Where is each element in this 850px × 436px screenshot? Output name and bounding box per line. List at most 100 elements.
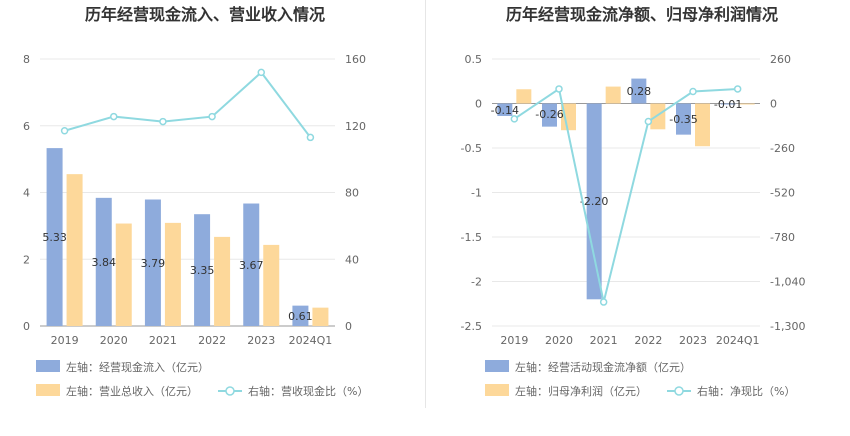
bar xyxy=(695,103,710,147)
panel-divider xyxy=(425,0,426,408)
legend-line-marker xyxy=(674,386,684,396)
bar xyxy=(676,103,691,135)
bar xyxy=(739,103,755,105)
chart-title: 历年经营现金流入、营业收入情况 xyxy=(85,5,325,24)
left-axis-tick: -2 xyxy=(471,276,482,289)
left-axis-tick: 0 xyxy=(23,320,30,333)
legend-label: 右轴：净现比（%） xyxy=(697,384,795,398)
line-point xyxy=(555,85,563,93)
line-series xyxy=(513,87,738,303)
bar xyxy=(542,103,557,127)
x-axis-tick: 2023 xyxy=(247,334,275,347)
data-label: 0.28 xyxy=(627,85,652,98)
bar xyxy=(516,89,532,104)
data-label: 3.35 xyxy=(190,264,215,277)
right-axis-tick: 0 xyxy=(770,98,777,111)
line-series xyxy=(64,70,312,139)
chart-panel-right: 历年经营现金流净额、归母净利润情况 -2.5 -2 -1.5 -1 -0.5 0 0.5 -1,… xyxy=(425,0,850,436)
x-axis-tick: 2020 xyxy=(545,334,573,347)
data-label: -0.35 xyxy=(669,113,697,126)
chart-title: 历年经营现金流净额、归母净利润情况 xyxy=(506,5,778,24)
line-point xyxy=(257,68,265,77)
legend-swatch xyxy=(485,384,509,396)
bar xyxy=(115,223,132,326)
data-label: -2.20 xyxy=(580,195,608,208)
x-axis-tick: 2019 xyxy=(51,334,79,347)
x-axis-tick: 2020 xyxy=(100,334,128,347)
right-axis-tick: -520 xyxy=(770,187,795,200)
data-label: 0.61 xyxy=(288,310,313,323)
right-axis-tick: 40 xyxy=(345,253,359,266)
x-axis-tick: 2021 xyxy=(590,334,618,347)
left-axis-tick: -1.5 xyxy=(461,231,482,244)
line-point xyxy=(599,298,608,306)
bar xyxy=(312,307,329,326)
data-label: 5.33 xyxy=(42,231,67,244)
bar xyxy=(561,103,576,131)
data-label: -0.26 xyxy=(535,108,563,121)
line-point xyxy=(510,115,519,123)
right-axis-tick: -1,040 xyxy=(770,276,805,289)
line-point xyxy=(733,85,742,93)
line-point xyxy=(159,117,167,126)
right-axis-tick: 120 xyxy=(345,120,366,133)
x-axis-tick: 2019 xyxy=(500,334,528,347)
line-point xyxy=(208,112,216,121)
line-point xyxy=(60,127,69,135)
data-label: 3.79 xyxy=(141,257,166,270)
bar xyxy=(720,103,736,105)
chart-right-svg: 历年经营现金流净额、归母净利润情况 -2.5 -2 -1.5 -1 -0.5 0 0.5 -1,… xyxy=(461,5,806,398)
data-label: -0.01 xyxy=(714,98,742,111)
line-point xyxy=(689,87,697,96)
legend-label: 左轴：经营现金流入（亿元） xyxy=(66,360,209,374)
line-point xyxy=(110,112,118,121)
right-axis-tick: 0 xyxy=(345,320,352,333)
data-label: -0.14 xyxy=(491,104,519,117)
legend-label: 左轴：经营活动现金流净额（亿元） xyxy=(515,360,691,374)
left-axis-tick: 4 xyxy=(23,187,30,200)
chart-panel-left: 历年经营现金流入、营业收入情况 0 2 4 6 8 0 40 80 120 160 2019 2020 2… xyxy=(23,5,368,398)
x-axis-tick: 2021 xyxy=(149,334,177,347)
bar xyxy=(164,222,181,326)
left-axis-tick: 8 xyxy=(23,53,30,66)
legend-line-marker xyxy=(225,386,235,396)
x-axis-tick: 2024Q1 xyxy=(716,334,760,347)
line-point xyxy=(306,133,315,142)
x-axis-tick: 2022 xyxy=(198,334,226,347)
legend-label: 右轴：营收现金比（%） xyxy=(248,384,368,398)
right-axis-tick: 80 xyxy=(345,187,359,200)
data-label: 3.67 xyxy=(239,259,264,272)
bar xyxy=(66,174,83,326)
left-axis-tick: 6 xyxy=(23,120,30,133)
bar xyxy=(605,86,621,104)
right-axis-tick: 160 xyxy=(345,53,366,66)
bar xyxy=(497,103,513,116)
legend-swatch xyxy=(36,384,60,396)
left-axis-tick: 0 xyxy=(475,98,482,111)
left-axis-tick: 0.5 xyxy=(465,53,483,66)
x-axis-tick: 2024Q1 xyxy=(289,334,333,347)
bar xyxy=(214,236,231,326)
bar xyxy=(95,197,112,326)
legend-label: 左轴：归母净利润（亿元） xyxy=(515,384,647,398)
bar xyxy=(650,103,666,130)
left-axis-tick: -1 xyxy=(471,187,482,200)
bar xyxy=(243,203,260,326)
bar xyxy=(586,103,602,300)
bar xyxy=(631,78,647,104)
bar xyxy=(194,214,211,326)
legend-swatch xyxy=(485,360,509,372)
left-axis-tick: -0.5 xyxy=(461,142,482,155)
right-axis-tick: 260 xyxy=(770,53,791,66)
right-axis-tick: -260 xyxy=(770,142,795,155)
right-axis-tick: -1,300 xyxy=(770,320,805,333)
bar xyxy=(292,305,309,326)
x-axis-tick: 2023 xyxy=(679,334,707,347)
legend-swatch xyxy=(36,360,60,372)
right-axis-tick: -780 xyxy=(770,231,795,244)
left-axis-tick: 2 xyxy=(23,253,30,266)
x-axis-tick: 2022 xyxy=(634,334,662,347)
bar xyxy=(46,148,63,326)
left-axis-tick: -2.5 xyxy=(461,320,482,333)
